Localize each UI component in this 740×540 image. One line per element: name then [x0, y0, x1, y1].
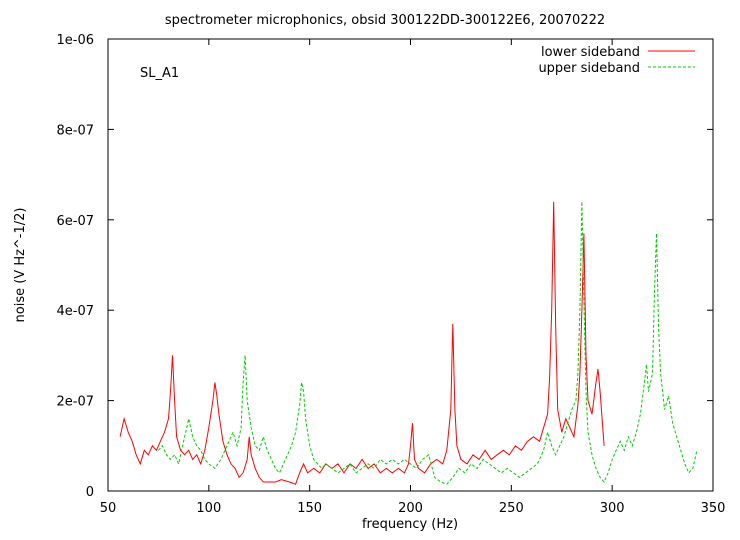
plot-frame [107, 38, 714, 492]
series-layer [119, 201, 698, 485]
x-tick-label: 300 [600, 501, 625, 516]
y-tick-label: 6e-07 [56, 214, 94, 229]
legend-label: lower sideband [541, 45, 640, 60]
x-axis: 50 100 150 200 250 300 350 [100, 39, 726, 516]
x-tick-label: 350 [701, 501, 726, 516]
x-tick-label: 150 [297, 501, 322, 516]
y-axis: 0 2e-07 4e-07 6e-07 8e-07 1e-06 [56, 33, 713, 500]
y-tick-label: 8e-07 [56, 123, 94, 138]
x-tick-label: 250 [499, 501, 524, 516]
detector-annotation: SL_A1 [140, 66, 179, 81]
y-tick-label: 0 [86, 485, 94, 500]
y-tick-label: 4e-07 [56, 304, 94, 319]
chart-title: spectrometer microphonics, obsid 300122D… [165, 13, 605, 28]
series-line-lower-sideband [119, 201, 605, 485]
x-tick-label: 100 [196, 501, 221, 516]
y-tick-label: 1e-06 [56, 33, 94, 48]
y-axis-label: noise (V Hz^-1/2) [13, 208, 28, 323]
x-tick-label: 50 [100, 501, 117, 516]
y-tick-label: 2e-07 [56, 395, 94, 410]
series-line-upper-sideband [158, 201, 698, 485]
x-tick-label: 200 [398, 501, 423, 516]
x-axis-label: frequency (Hz) [362, 517, 458, 532]
legend-label: upper sideband [538, 61, 640, 76]
